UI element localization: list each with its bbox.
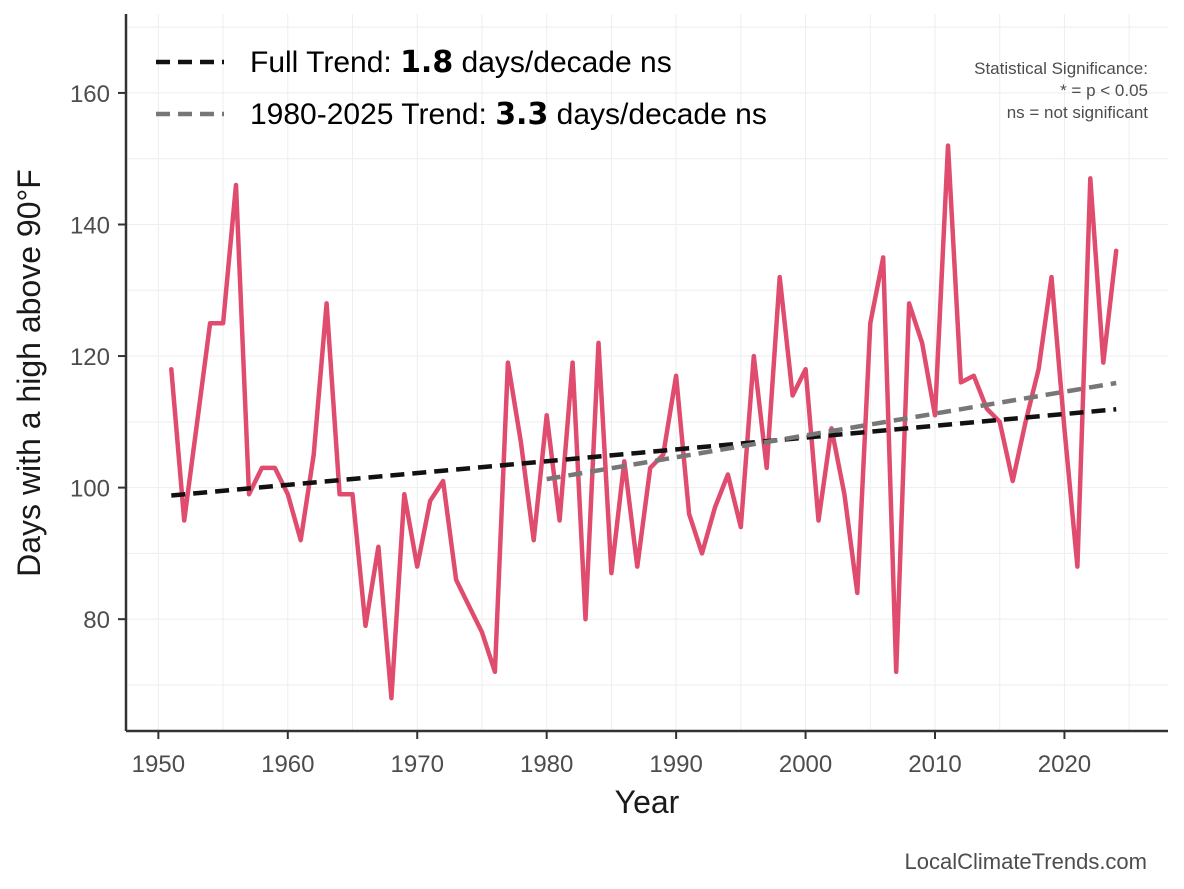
x-axis-ticks: 1950 1960 1970 1980 1990 2000 2010 2020 [132, 731, 1091, 778]
x-tick-label: 1990 [649, 751, 702, 778]
x-tick-label: 2010 [908, 751, 961, 778]
legend-label-full-trend: Full Trend: 1.8 days/decade ns [250, 45, 672, 80]
x-tick-label: 2000 [779, 751, 832, 778]
note-line-not-significant: ns = not significant [1007, 103, 1149, 122]
y-tick-label: 120 [70, 344, 110, 371]
y-axis-ticks: 80 100 120 140 160 [70, 81, 126, 634]
y-tick-label: 100 [70, 476, 110, 503]
legend-label-recent-trend: 1980-2025 Trend: 3.3 days/decade ns [250, 97, 767, 132]
x-tick-label: 1960 [261, 751, 314, 778]
note-line-significant: * = p < 0.05 [1060, 81, 1148, 100]
x-tick-label: 1950 [132, 751, 185, 778]
x-axis-title: Year [615, 784, 680, 820]
x-tick-label: 2020 [1038, 751, 1091, 778]
y-tick-label: 80 [83, 607, 110, 634]
plot-area [169, 143, 1119, 701]
y-tick-label: 160 [70, 81, 110, 108]
data-series-line [169, 143, 1119, 701]
site-credit: LocalClimateTrends.com [905, 849, 1148, 874]
legend: Full Trend: 1.8 days/decade ns 1980-2025… [156, 45, 767, 132]
y-tick-label: 140 [70, 212, 110, 239]
note-line-title: Statistical Significance: [974, 59, 1148, 78]
y-axis-title: Days with a high above 90°F [11, 169, 47, 577]
full-trend-line [171, 407, 1117, 498]
x-tick-label: 1970 [391, 751, 444, 778]
x-tick-label: 1980 [520, 751, 573, 778]
recent-trend-line [546, 380, 1117, 482]
significance-note: Statistical Significance: * = p < 0.05 n… [974, 59, 1148, 122]
